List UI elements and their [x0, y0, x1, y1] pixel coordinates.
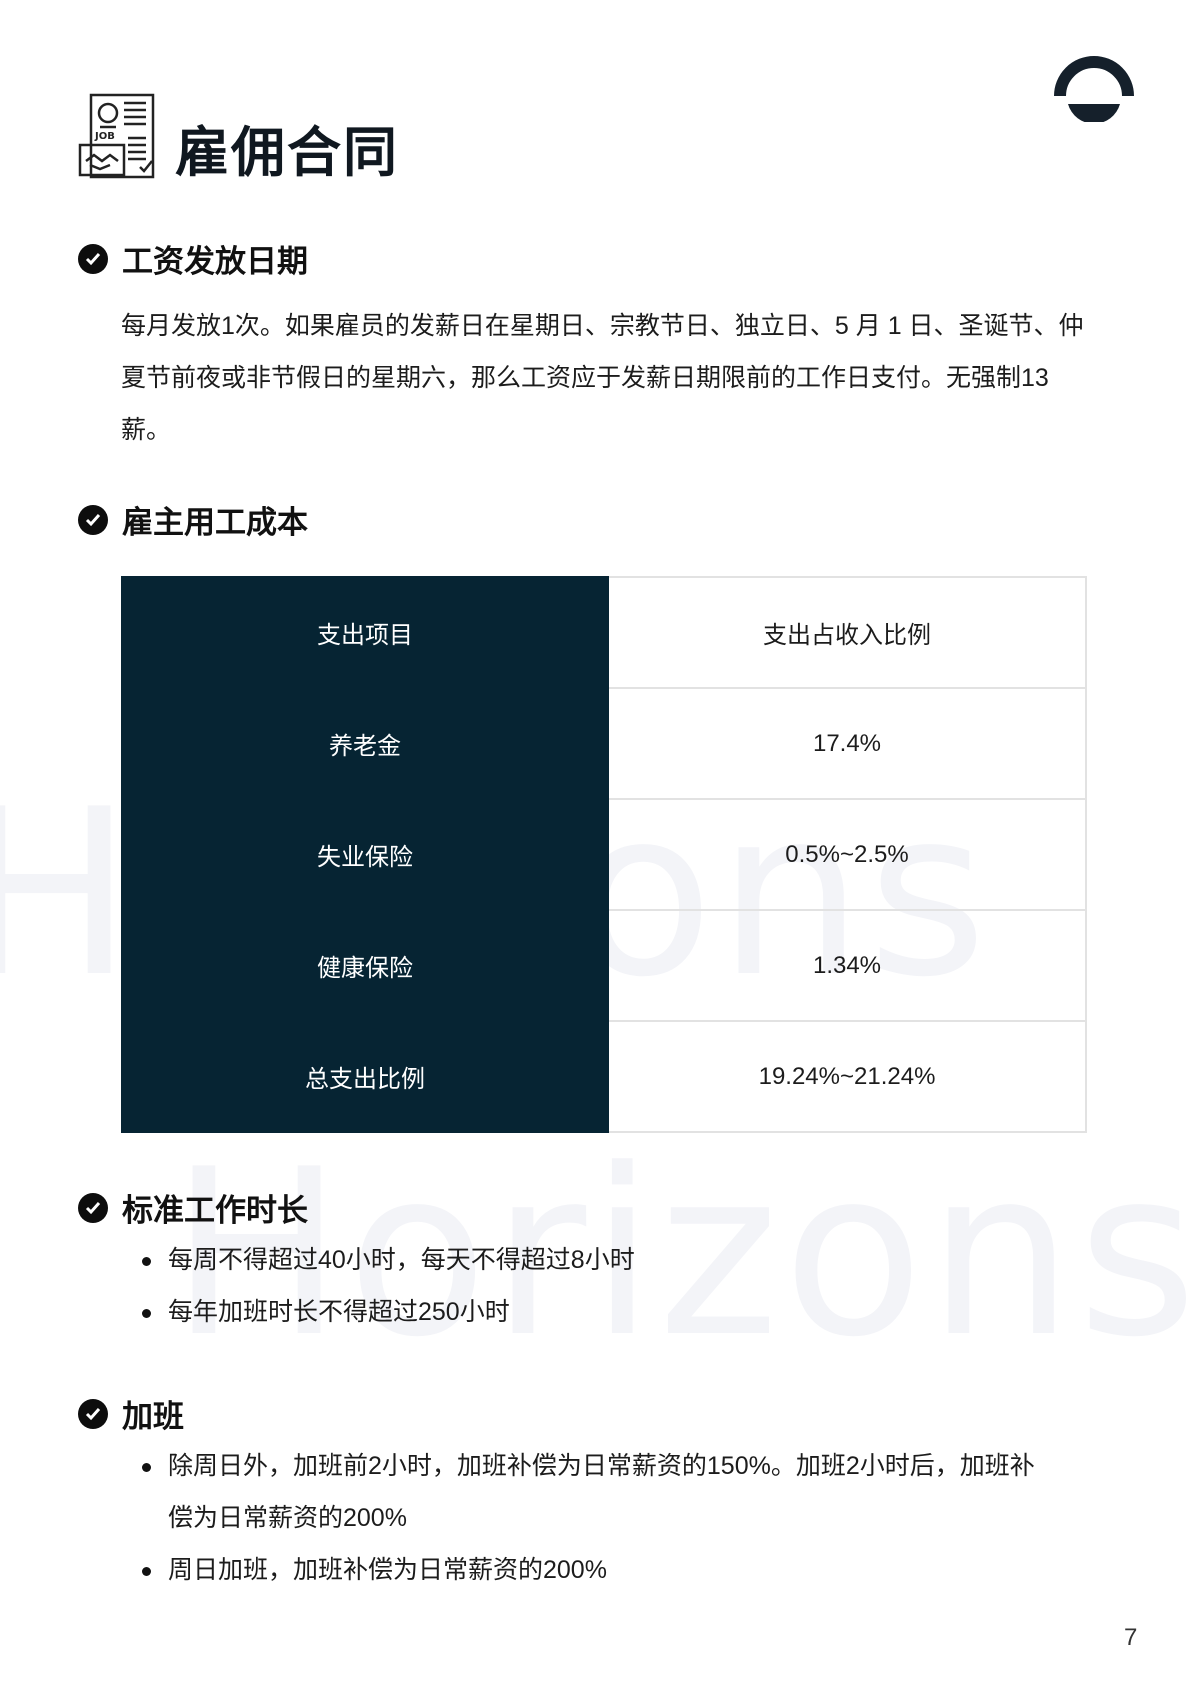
horizons-logo-icon [1052, 38, 1136, 124]
list-item: 每年加班时长不得超过250小时 [142, 1286, 1042, 1338]
table-row: 健康保险 1.34% [121, 909, 1087, 1022]
ratio-cell: 1.34% [607, 909, 1087, 1022]
table-header-row: 支出项目 支出占收入比例 [121, 576, 1087, 689]
item-cell: 失业保险 [121, 798, 609, 911]
table-row: 失业保险 0.5%~2.5% [121, 798, 1087, 911]
section-heading-pay-date: 工资发放日期 [78, 236, 308, 281]
pay-date-paragraph: 每月发放1次。如果雇员的发薪日在星期日、宗教节日、独立日、5 月 1 日、圣诞节… [121, 312, 1084, 444]
check-circle-icon [78, 1398, 108, 1429]
ratio-cell: 0.5%~2.5% [607, 798, 1087, 911]
section-heading-overtime: 加班 [78, 1391, 184, 1436]
overtime-list: 除周日外，加班前2小时，加班补偿为日常薪资的150%。加班2小时后，加班补偿为日… [142, 1440, 1042, 1596]
list-item: 每周不得超过40小时，每天不得超过8小时 [142, 1234, 1042, 1286]
watermark: Horizons [170, 1121, 1200, 1388]
page-title: 雇佣合同 [175, 123, 399, 183]
ratio-cell: 17.4% [607, 687, 1087, 800]
item-cell: 总支出比例 [121, 1020, 609, 1133]
heading-text: 加班 [122, 1399, 184, 1434]
section-heading-employer-cost: 雇主用工成本 [78, 497, 308, 542]
check-circle-icon [78, 504, 108, 535]
heading-text: 标准工作时长 [122, 1193, 308, 1228]
section-heading-working-hours: 标准工作时长 [78, 1185, 308, 1230]
heading-text: 工资发放日期 [122, 244, 308, 279]
heading-text: 雇主用工成本 [122, 505, 308, 540]
working-hours-list: 每周不得超过40小时，每天不得超过8小时 每年加班时长不得超过250小时 [142, 1234, 1042, 1338]
list-item: 周日加班，加班补偿为日常薪资的200% [142, 1544, 1042, 1596]
item-cell: 养老金 [121, 687, 609, 800]
check-circle-icon [78, 243, 108, 274]
check-circle-icon [78, 1192, 108, 1223]
table-row: 养老金 17.4% [121, 687, 1087, 800]
page-number: 7 [1124, 1624, 1138, 1651]
employer-cost-table: 支出项目 支出占收入比例 养老金 17.4% 失业保险 0.5%~2.5% 健康… [121, 576, 1087, 1133]
item-cell: 健康保险 [121, 909, 609, 1022]
header-cell: 支出占收入比例 [607, 576, 1087, 689]
job-contract-icon: JOB [78, 93, 158, 179]
list-item: 除周日外，加班前2小时，加班补偿为日常薪资的150%。加班2小时后，加班补偿为日… [142, 1440, 1042, 1544]
header-cell: 支出项目 [121, 576, 609, 689]
ratio-cell: 19.24%~21.24% [607, 1020, 1087, 1133]
svg-text:JOB: JOB [94, 131, 115, 142]
table-row: 总支出比例 19.24%~21.24% [121, 1020, 1087, 1133]
